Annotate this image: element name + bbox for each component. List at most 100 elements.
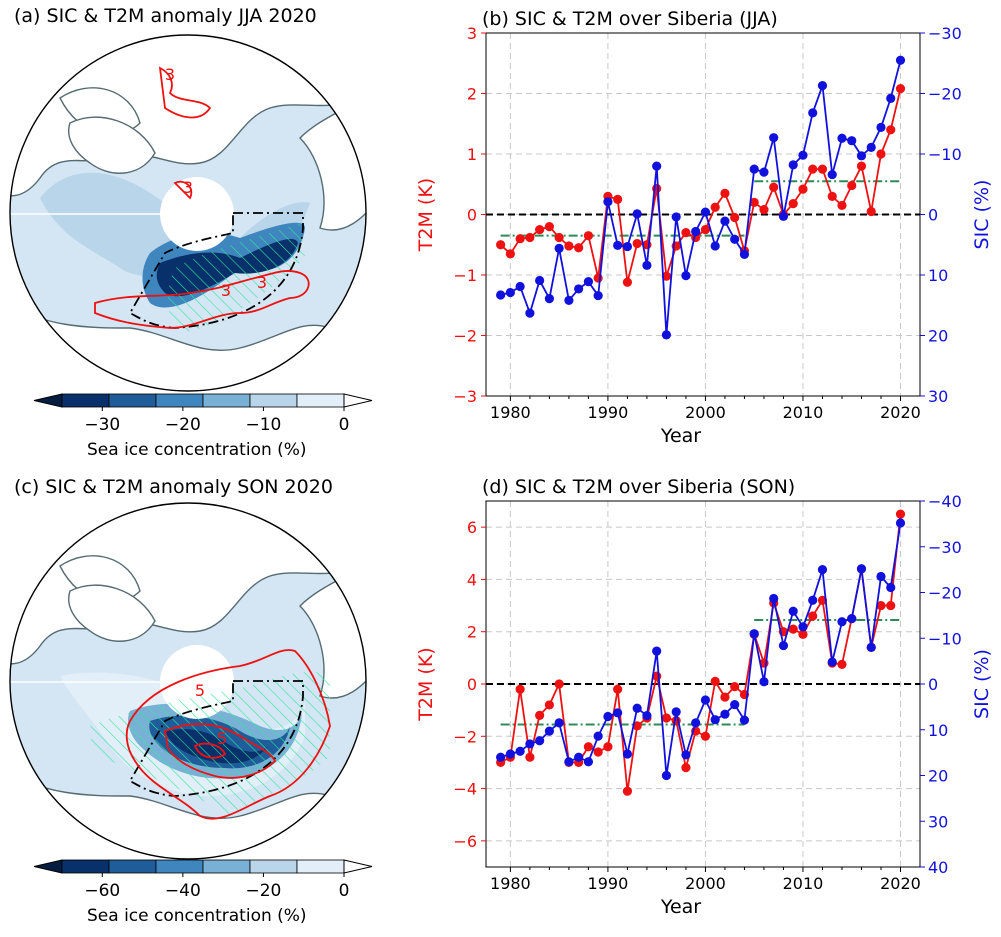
x-axis-label: Year <box>660 425 701 447</box>
data-point-sic <box>603 197 613 207</box>
data-point-sic <box>778 640 789 651</box>
y-tick-label-right: 10 <box>928 266 948 285</box>
colorbar-bin <box>155 859 204 874</box>
x-tick-label: 2000 <box>685 403 726 422</box>
chart-title: (d) SIC & T2M over Siberia (SON) <box>482 476 795 498</box>
contour-label: 3 <box>221 281 231 300</box>
y-tick-label-right: −40 <box>928 492 962 511</box>
data-point-sic <box>710 241 720 251</box>
data-point-sic <box>505 287 515 298</box>
chart-title: (b) SIC & T2M over Siberia (JJA) <box>482 8 778 30</box>
y-tick-label-right: 0 <box>928 206 938 225</box>
data-point-t2m <box>847 180 857 191</box>
data-point-sic <box>720 709 730 719</box>
data-point-sic <box>739 249 750 260</box>
panel-a-colorbar: −30 −20 −10 0 <box>33 393 373 435</box>
data-point-t2m <box>808 611 818 621</box>
data-point-t2m <box>817 164 828 174</box>
data-point-sic <box>866 142 876 152</box>
data-point-sic <box>613 240 623 250</box>
data-point-t2m <box>769 182 779 192</box>
x-tick-label: 2020 <box>880 403 921 422</box>
data-point-t2m <box>622 277 633 287</box>
pole-hole <box>160 177 234 251</box>
data-point-sic <box>720 216 730 226</box>
x-tick-label: 1980 <box>490 403 531 422</box>
data-point-sic <box>856 151 867 161</box>
data-point-t2m <box>788 199 798 209</box>
colorbar-bin <box>202 393 251 408</box>
series-line-t2m <box>500 514 902 792</box>
data-point-t2m <box>603 742 613 752</box>
data-point-sic <box>798 622 808 632</box>
data-point-t2m <box>622 786 633 796</box>
contour-label: 3 <box>257 273 267 292</box>
data-point-t2m <box>515 684 525 694</box>
greenland <box>68 584 156 642</box>
data-point-t2m <box>759 205 769 215</box>
colorbar-bin <box>296 393 345 408</box>
y-tick-label-right: 40 <box>928 858 948 877</box>
y-tick-label-left: −2 <box>453 327 477 346</box>
contour-label: 3 <box>183 178 193 197</box>
data-point-sic <box>652 161 662 171</box>
data-point-t2m <box>710 676 720 686</box>
x-tick-label: 2000 <box>685 874 726 893</box>
data-point-sic <box>554 243 564 253</box>
data-point-sic <box>681 271 691 281</box>
data-point-sic <box>798 150 808 160</box>
colorbar-bin <box>249 393 298 408</box>
data-point-sic <box>593 290 603 301</box>
panel-a-colorbar-label: Sea ice concentration (%) <box>87 440 307 460</box>
data-point-sic <box>564 295 574 306</box>
contour-label: 5 <box>195 681 205 700</box>
x-tick-label: 2010 <box>783 874 824 893</box>
data-point-t2m <box>554 232 564 243</box>
data-point-sic <box>691 718 701 728</box>
data-point-t2m <box>632 238 642 249</box>
data-point-sic <box>895 55 906 65</box>
y-tick-label-right: −10 <box>928 145 962 164</box>
colorbar-tick-label: −40 <box>165 881 201 901</box>
data-point-t2m <box>583 231 594 241</box>
data-point-t2m <box>544 700 554 710</box>
data-point-t2m <box>613 194 623 204</box>
data-point-sic <box>642 710 652 721</box>
data-point-sic <box>525 308 535 318</box>
data-point-sic <box>671 707 681 717</box>
panel-b-line-chart: (b) SIC & T2M over Siberia (JJA) 1980 1990… <box>415 8 993 447</box>
y-tick-label-right: 10 <box>928 721 948 740</box>
colorbar-tick-label: 0 <box>339 415 350 435</box>
data-point-t2m <box>886 600 896 611</box>
colorbar-extend-high <box>343 859 373 874</box>
y-tick-label-left: 1 <box>467 145 477 164</box>
y-tick-label-left: 6 <box>467 518 477 537</box>
data-point-t2m <box>798 629 808 639</box>
data-point-t2m <box>886 125 896 135</box>
x-axis-label: Year <box>660 896 701 918</box>
data-point-sic <box>661 330 672 340</box>
data-point-t2m <box>837 659 847 669</box>
data-point-t2m <box>583 742 594 752</box>
colorbar-bin <box>108 859 157 874</box>
colorbar-extend-low <box>33 859 63 874</box>
data-point-sic <box>544 293 554 304</box>
data-point-sic <box>866 642 876 652</box>
data-point-sic <box>632 209 642 219</box>
data-point-t2m <box>564 241 574 251</box>
data-point-sic <box>700 695 711 705</box>
data-point-sic <box>583 757 594 767</box>
data-point-sic <box>827 657 837 667</box>
data-point-sic <box>505 749 515 759</box>
data-point-sic <box>837 617 847 627</box>
data-point-sic <box>876 122 886 132</box>
data-point-sic <box>876 571 886 582</box>
t2m-contour <box>94 270 310 329</box>
colorbar-tick-label: −60 <box>84 881 120 901</box>
map-border <box>9 502 367 860</box>
data-point-sic <box>730 234 740 244</box>
colorbar-bin <box>249 859 298 874</box>
y-tick-label-right: 30 <box>928 812 948 831</box>
data-point-sic <box>671 212 681 222</box>
data-point-sic <box>778 211 789 221</box>
